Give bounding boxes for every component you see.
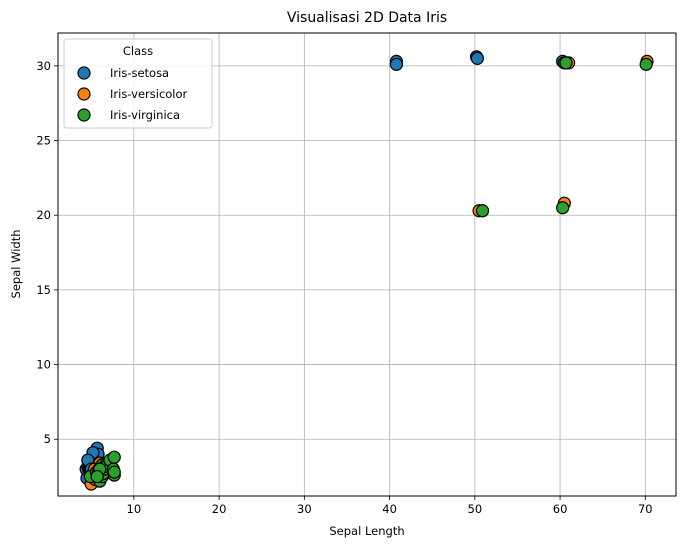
data-point bbox=[559, 56, 573, 70]
legend-marker bbox=[77, 66, 91, 80]
data-point bbox=[475, 204, 490, 218]
data-point bbox=[470, 51, 484, 65]
y-tick-label: 10 bbox=[36, 358, 51, 372]
x-tick-label: 60 bbox=[553, 502, 568, 516]
x-tick-label: 70 bbox=[638, 502, 653, 516]
legend-marker bbox=[77, 108, 91, 122]
legend-entry: Iris-versicolor bbox=[110, 87, 188, 101]
y-tick-label: 15 bbox=[36, 283, 51, 297]
y-tick-label: 5 bbox=[44, 432, 51, 446]
y-axis-label: Sepal Width bbox=[9, 230, 23, 299]
data-point bbox=[107, 465, 121, 479]
data-point bbox=[639, 57, 653, 71]
x-axis-label: Sepal Length bbox=[329, 524, 404, 538]
legend-marker bbox=[77, 87, 91, 101]
legend-box bbox=[63, 38, 213, 129]
data-point bbox=[90, 469, 104, 484]
legend-entry: Iris-setosa bbox=[110, 66, 169, 80]
x-tick-label: 40 bbox=[382, 502, 397, 516]
data-points bbox=[79, 50, 654, 491]
y-tick-label: 20 bbox=[36, 208, 51, 222]
data-point bbox=[389, 57, 404, 71]
x-tick-label: 30 bbox=[297, 502, 312, 516]
x-tick-label: 50 bbox=[468, 502, 483, 516]
series-2 bbox=[83, 56, 653, 488]
chart-title: Visualisasi 2D Data Iris bbox=[287, 10, 447, 26]
data-point bbox=[107, 450, 121, 464]
x-tick-label: 10 bbox=[127, 502, 142, 516]
x-tick-label: 20 bbox=[212, 502, 227, 516]
y-tick-label: 25 bbox=[36, 134, 51, 148]
legend-entry: Iris-virginica bbox=[110, 108, 180, 122]
y-tick-label: 30 bbox=[36, 59, 51, 73]
legend: Class Iris-setosa Iris-versicolor Iris-vir… bbox=[63, 38, 213, 129]
data-point bbox=[556, 201, 570, 215]
axis-ticks: 10 20 30 40 50 60 70 5 10 15 20 25 30 bbox=[36, 59, 652, 516]
plot-frame bbox=[57, 32, 677, 497]
legend-title: Class bbox=[123, 44, 153, 58]
